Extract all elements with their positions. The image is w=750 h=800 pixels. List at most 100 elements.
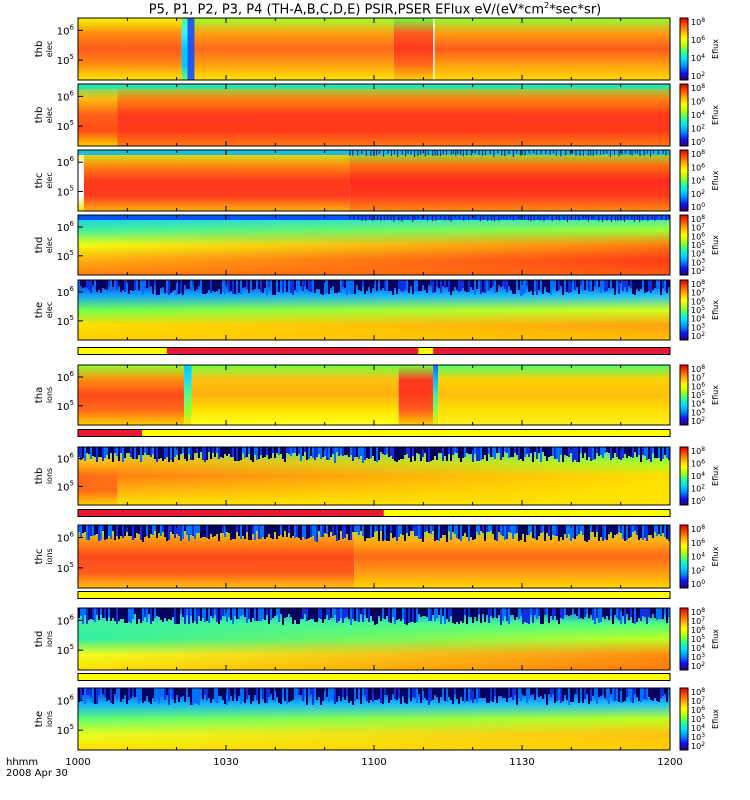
noise-column [228,447,230,454]
noise-column [418,688,420,694]
noise-column [488,688,490,703]
noise-column [600,608,602,622]
noise-column [180,447,182,454]
noise-column [190,608,192,616]
x-axis-label-hhmm: hhmm [6,757,38,768]
noise-column [558,608,560,624]
panel-label-species: ions [45,548,54,564]
noise-column [250,688,252,704]
noise-column [170,688,172,694]
status-bar-frame [77,509,671,517]
panel-label-probe: the [34,711,45,727]
noise-tick [665,150,667,156]
noise-column [204,280,206,294]
cbar-mantissa: 10 [691,36,701,45]
noise-column [356,447,358,457]
noise-column [414,447,416,461]
noise-column [172,280,174,291]
noise-column [232,688,234,701]
noise-column [472,525,474,540]
noise-column [438,688,440,703]
panel-label-species: ions [45,711,54,727]
noise-column [364,608,366,615]
noise-column [624,688,626,701]
status-bar-segment [433,348,670,354]
noise-column [234,608,236,616]
noise-tick [587,215,589,222]
cbar-mantissa: 10 [691,706,701,715]
noise-column [456,525,458,538]
noise-column [340,608,342,618]
noise-column [148,447,150,455]
noise-column [150,280,152,286]
y-tick-label: 106 [57,452,75,466]
panel-label-species: elec [45,107,54,123]
noise-column [202,525,204,537]
noise-column [662,280,664,288]
noise-column [214,688,216,702]
noise-column [306,525,308,539]
noise-column [592,525,594,532]
status-bar-frame [77,591,671,599]
noise-column [528,608,530,624]
noise-column [112,280,114,287]
noise-column [444,280,446,288]
y-tick-label: 106 [57,285,75,299]
noise-column [118,280,120,286]
noise-column [492,608,494,618]
noise-column [252,608,254,618]
noise-column [302,688,304,701]
noise-column [360,525,362,531]
noise-column [214,280,216,292]
noise-column [438,280,440,288]
noise-column [666,447,668,458]
noise-column [468,280,470,292]
colorbar-tick-label: 106 [691,625,705,635]
noise-column [182,447,184,453]
noise-column [372,525,374,537]
noise-column [306,447,308,460]
noise-column [168,608,170,619]
noise-column [286,280,288,292]
noise-column [598,608,600,623]
y-tick-exponent: 6 [70,693,75,701]
noise-column [244,688,246,703]
noise-column [578,447,580,462]
noise-column [144,688,146,701]
noise-column [88,608,90,620]
noise-column [272,608,274,618]
noise-column [304,447,306,452]
noise-column [504,280,506,289]
noise-column [480,688,482,698]
noise-column [474,688,476,699]
noise-column [152,608,154,621]
noise-column [480,280,482,294]
noise-column [154,525,156,531]
cbar-exponent: 8 [701,524,705,531]
noise-column [536,608,538,619]
noise-column [296,280,298,292]
noise-tick [582,150,584,156]
noise-column [224,447,226,454]
noise-column [94,608,96,622]
cbar-mantissa: 10 [691,715,701,724]
noise-tick [417,150,419,157]
noise-column [258,280,260,289]
noise-column [106,688,108,701]
noise-column [162,280,164,287]
noise-column [408,447,410,458]
noise-column [470,608,472,617]
noise-column [322,525,324,537]
noise-column [362,608,364,622]
noise-column [122,525,124,538]
noise-column [96,688,98,704]
status-bar-segment [78,592,670,598]
noise-column [532,688,534,694]
noise-column [538,447,540,453]
noise-column [454,280,456,287]
noise-column [520,525,522,540]
noise-column [510,280,512,290]
noise-tick [610,215,612,222]
noise-column [262,525,264,537]
noise-column [270,525,272,538]
